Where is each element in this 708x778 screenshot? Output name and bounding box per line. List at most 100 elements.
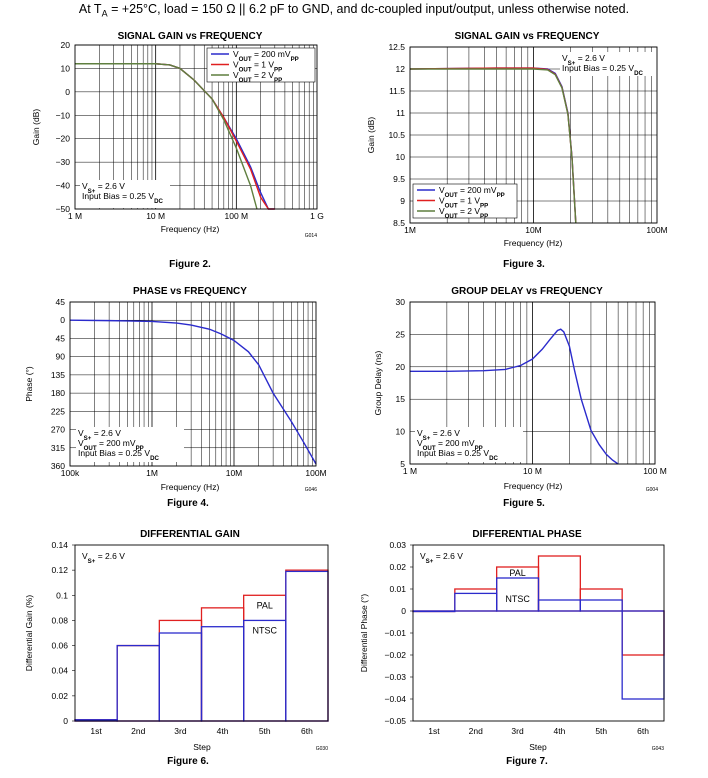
fig5-ytick: 20 [396,362,406,372]
fig2-ylabel: Gain (dB) [31,109,41,146]
fig7-code: G043 [652,746,664,752]
fig5-ytick: 5 [400,459,405,469]
fig6-bar [200,626,245,722]
fig3-xtick: 100M [646,225,667,235]
subscript-text: DC [634,70,643,77]
fig6-ytick: 0.04 [51,666,68,676]
label-text: = 200 mV [458,185,497,195]
label-text: V [78,428,84,438]
label-text: = 2.6 V [433,551,463,561]
fig3-title: SIGNAL GAIN vs FREQUENCY [455,31,600,42]
label-text: V [82,181,88,191]
fig4-annotation-line: VS+ = 2.6 V [78,428,121,442]
fig3-ytick: 10 [396,152,406,162]
subscript-text: S+ [426,558,434,565]
label-text: = 2.6 V [430,428,460,438]
fig5-ylabel: Group Delay (ns) [373,350,383,415]
fig7-xtick: 3rd [511,726,524,736]
label-text: V [233,49,239,59]
fig3-ytick: 11.5 [389,86,405,96]
fig5-xtick: 10 M [523,466,542,476]
fig5-xtick: 100 M [643,466,667,476]
fig4-annotation-line: Input Bias = 0.25 VDC [78,448,159,462]
fig4-ytick: 135 [51,370,65,380]
subscript-text: PP [274,77,282,84]
fig4-annotation-line: VOUT = 200 mVPP [78,438,144,452]
fig6-bar [116,644,160,722]
fig4-annotation-box [76,427,184,462]
fig5-series-line [410,328,619,465]
fig2-xtick: 10 M [146,211,165,221]
label-text: V [439,206,445,216]
fig7-ytick: −0.02 [384,650,406,660]
subscript-text: S+ [84,435,92,442]
fig6-xtick: 3rd [174,726,187,736]
fig4-ytick: 45 [56,333,66,343]
fig3-xtick: 10M [525,225,542,235]
fig4-code: G046 [305,487,317,493]
fig7-ytick: −0.03 [384,672,406,682]
subscript-text: OUT [445,213,458,220]
fig2-xtick: 1 G [310,211,324,221]
fig2-annotation-line: Input Bias = 0.25 VDC [82,191,163,205]
fig6-title: DIFFERENTIAL GAIN [140,529,240,540]
fig5-title: GROUP DELAY vs FREQUENCY [451,286,603,297]
fig5-plot-frame [409,301,656,465]
fig2-xlabel: Frequency (Hz) [161,224,220,234]
fig7-bar [537,555,581,612]
fig4-ytick: 315 [51,443,65,453]
fig6-ytick: 0.12 [51,565,68,575]
fig2-ytick: −30 [56,157,71,167]
fig3-annotation-box [560,52,660,76]
fig7-annotation-line: VS+ = 2.6 V [420,551,463,565]
fig6-caption: Figure 6. [167,756,209,767]
fig2-series-line [75,63,258,210]
fig6-ytick: 0.02 [51,691,68,701]
fig3-legend-label: VOUT = 1 VPP [439,196,488,210]
fig4-chart: PHASE vs FREQUENCY Figure 4. Frequency (Hz… [24,286,327,509]
fig7-bar [537,599,581,612]
subscript-text: OUT [239,77,252,84]
fig3-ytick: 12 [396,64,406,74]
fig5-ytick: 30 [396,297,406,307]
fig7-bar [496,577,540,612]
fig6-bar [243,619,287,722]
fig6-label-pal: PAL [257,600,273,610]
fig3-ytick: 9.5 [393,174,405,184]
subscript-text: DC [154,198,163,205]
fig6-code: G030 [316,746,328,752]
fig2-legend-label: VOUT = 2 VPP [233,70,282,84]
fig2-annotation-line: VS+ = 2.6 V [82,181,125,195]
fig2-ytick: −50 [56,204,71,214]
fig7-bar [579,599,623,612]
fig5-annotation-box [415,427,523,462]
fig6-xtick: 4th [217,726,229,736]
fig3-ylabel: Gain (dB) [366,117,376,154]
fig7-ytick: 0.03 [389,540,406,550]
subscript-text: S+ [88,188,96,195]
fig4-ytick: 180 [51,388,65,398]
fig3-plot-frame [409,46,658,224]
label-text: Input Bias = 0.25 V [562,63,634,73]
header-subscript: A [101,8,108,19]
fig6-bar [158,619,203,722]
fig4-caption: Figure 4. [167,498,209,509]
fig5-ytick: 10 [396,427,406,437]
fig7-chart: DIFFERENTIAL PHASE Figure 7. Step Different… [359,529,665,767]
subscript-text: PP [136,445,144,452]
fig5-annotation-line: Input Bias = 0.25 VDC [417,448,498,462]
fig2-xtick: 1 M [68,211,82,221]
fig3-ytick: 12.5 [388,42,405,52]
subscript-text: PP [480,213,488,220]
label-text: = 200 mV [97,438,136,448]
fig4-ytick: 90 [56,352,66,362]
fig3-xlabel: Frequency (Hz) [504,238,563,248]
fig2-ytick: 0 [65,87,70,97]
label-text: V [233,60,239,70]
fig2-legend-label: VOUT = 200 mVPP [233,49,299,63]
fig2-plot-frame [74,44,318,210]
fig4-series [69,319,317,465]
fig3-ytick: 9 [400,196,405,206]
fig4-ytick: 360 [51,461,65,471]
subscript-text: PP [291,56,299,63]
